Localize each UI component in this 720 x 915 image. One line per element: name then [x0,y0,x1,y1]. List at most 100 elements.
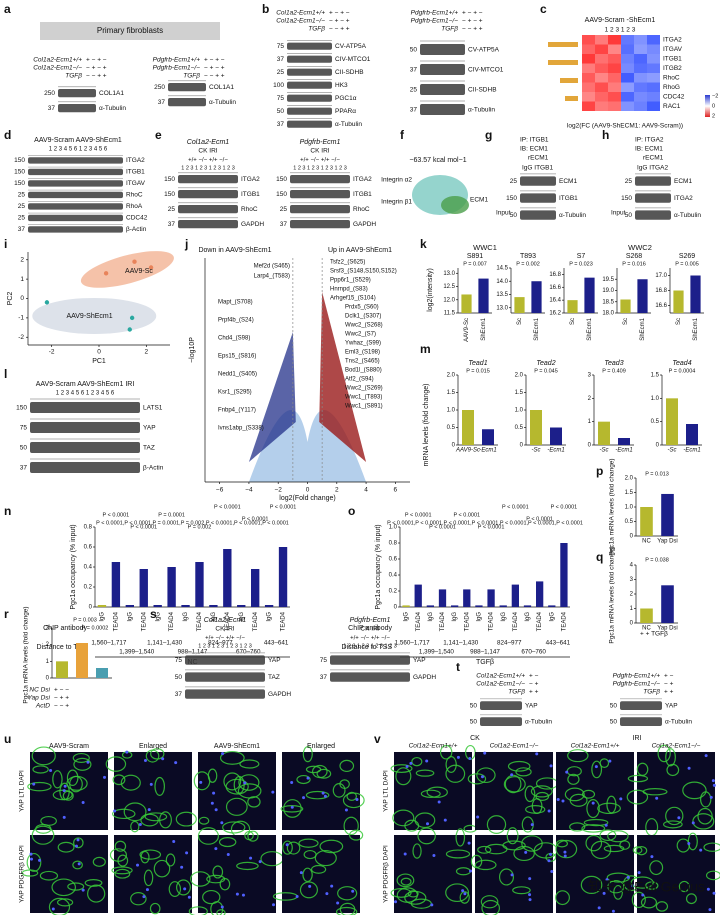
micrograph-detail [476,815,480,819]
micrograph-detail [583,818,609,827]
label: Eml3_(S198) [345,350,380,356]
micrograph-detail [677,816,681,820]
band-label: ITGB1 [559,195,578,202]
micrograph-detail [417,827,436,845]
label: S891 [467,253,483,260]
heatmap-cell [582,82,595,92]
mw: 150 [506,195,517,202]
micrograph-detail [180,865,184,869]
micrograph-detail [136,863,140,867]
micrograph-detail [507,760,531,772]
micrograph-detail [477,845,492,854]
micrograph-detail [344,808,348,812]
bar [451,605,459,607]
heatmap-cell [595,82,608,92]
label: T893 [520,253,536,260]
bar [530,410,542,445]
label: YAP LTL DAPI [383,770,390,812]
micrograph-detail [325,892,329,896]
micrograph-detail [528,877,532,881]
bar [209,605,218,607]
micrograph-detail [62,815,66,819]
label: Pdgfrb-Ecm1 [350,617,391,624]
bar [111,562,121,607]
micrograph-detail [286,841,301,855]
label: Mef2d (S465) [254,264,290,270]
band-label: TAZ [268,674,280,681]
blot-band [420,104,465,115]
label: IgG ITGB1 [522,165,553,172]
heatmap-cell [634,63,647,73]
micrograph-detail [678,880,690,893]
micrograph-detail [303,849,317,860]
blot-band [330,672,410,682]
label: PC2 [7,292,14,306]
label: IgG [239,612,245,622]
mw: 37 [280,221,288,228]
label: Tead4 [672,360,691,367]
micrograph-detail [355,798,359,802]
micrograph-detail [649,860,664,876]
micrograph-detail [425,759,429,763]
label: 824–977 [497,640,522,647]
micrograph-detail [48,897,71,915]
micrograph-detail [31,825,55,845]
label: AAV9-Scram AAV9-ShEcm1 IRI [36,381,135,388]
label: P = 0.013 [645,471,669,477]
micrograph-detail [486,815,507,834]
label: Pgc1a occupancy (% input) [70,524,77,609]
heatmap-cell [595,35,608,45]
label: 2.0 [625,476,634,482]
label: 0.2 [84,585,93,591]
mw: 75 [277,95,285,102]
point [148,265,154,270]
band-label: CV-ATP5A [468,46,500,53]
blot-band [185,672,265,682]
label: Col1a2-Ecm1−/− [490,743,539,750]
micrograph-detail [111,866,133,875]
blot-band [178,220,238,229]
label: -Sc [668,448,677,454]
heatmap-cell [595,63,608,73]
panel-label: e [155,128,162,142]
label: 0 [452,443,456,449]
micrograph-detail [241,893,245,897]
blot-band [635,193,671,203]
micrograph-detail [335,906,358,915]
micrograph-detail [21,869,39,877]
heatmap-cell [621,73,634,83]
mw: 50 [470,702,478,709]
micrograph-detail [611,909,615,913]
micrograph [30,835,108,913]
label: ActD [35,703,50,710]
label: Mapt_(S708) [218,300,253,306]
band-label: HK3 [335,82,348,89]
label: 19.0 [602,288,614,294]
band-label: α-Tubulin [468,106,495,113]
label: 16.2 [549,311,561,317]
blot-band [287,68,332,76]
label: 2.0 [515,373,524,379]
annotation-bar [565,96,578,101]
micrograph-detail [76,838,80,842]
label: IgG [428,612,434,622]
micrograph-detail [703,842,720,852]
heatmap-cell [582,101,595,111]
micrograph-detail [547,809,551,813]
micrograph-detail [140,850,150,864]
sign: + + [664,689,674,696]
label: Eps15_(S816) [218,354,256,360]
panel-label: b [262,2,269,16]
micrograph-detail [343,816,359,836]
label: IgG [100,612,106,622]
label: Col1a2-Ecm1−/− [476,681,525,688]
label: 0 [89,605,93,611]
label: S269 [679,253,695,260]
label: 0.4 [389,573,398,579]
micrograph-detail [149,782,153,786]
label: YAP LTL DAPI [19,770,26,812]
micrograph-detail [225,778,249,795]
label: +/+ −/− +/+ −/− [188,158,228,164]
micrograph-detail [708,908,712,912]
label: −log10P [189,337,196,363]
